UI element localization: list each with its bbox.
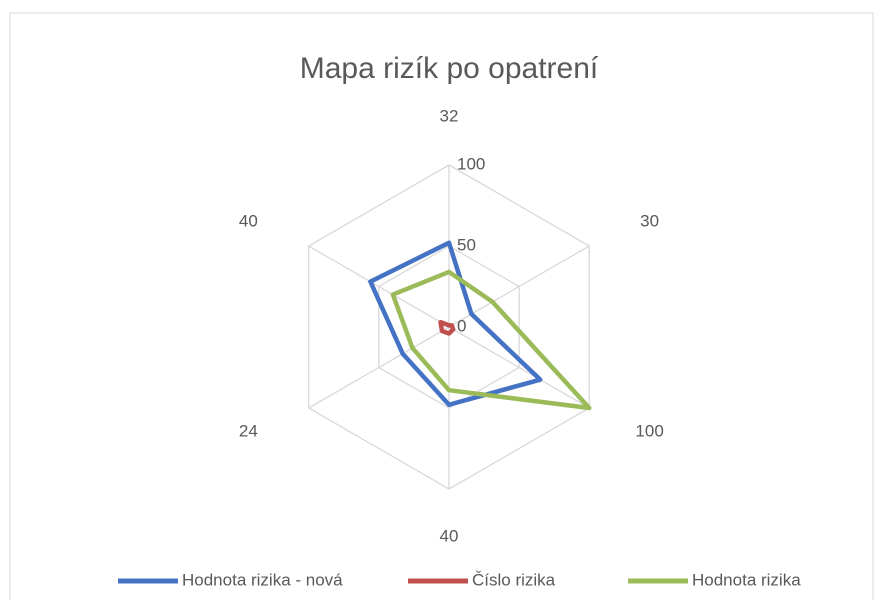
series-line — [438, 319, 456, 336]
chart-border — [9, 12, 874, 600]
category-label: 24 — [239, 421, 258, 440]
radial-tick-label: 100 — [457, 154, 485, 173]
legend-label: Číslo rizika — [472, 570, 556, 589]
radial-tick-label: 50 — [457, 235, 476, 254]
spoke — [448, 326, 590, 409]
legend-label: Hodnota rizika - nová — [182, 570, 343, 589]
legend-label: Hodnota rizika — [692, 570, 801, 589]
series-line — [368, 240, 543, 408]
series-line — [390, 269, 592, 411]
spoke — [308, 245, 450, 328]
chart-title: Mapa rizík po opatrení — [300, 52, 599, 85]
category-label: 40 — [440, 526, 459, 545]
category-label: 100 — [635, 421, 663, 440]
radial-tick-label: 0 — [457, 316, 466, 335]
spoke — [308, 326, 450, 409]
category-label: 32 — [440, 106, 459, 125]
category-label: 40 — [239, 211, 258, 230]
category-label: 30 — [640, 211, 659, 230]
